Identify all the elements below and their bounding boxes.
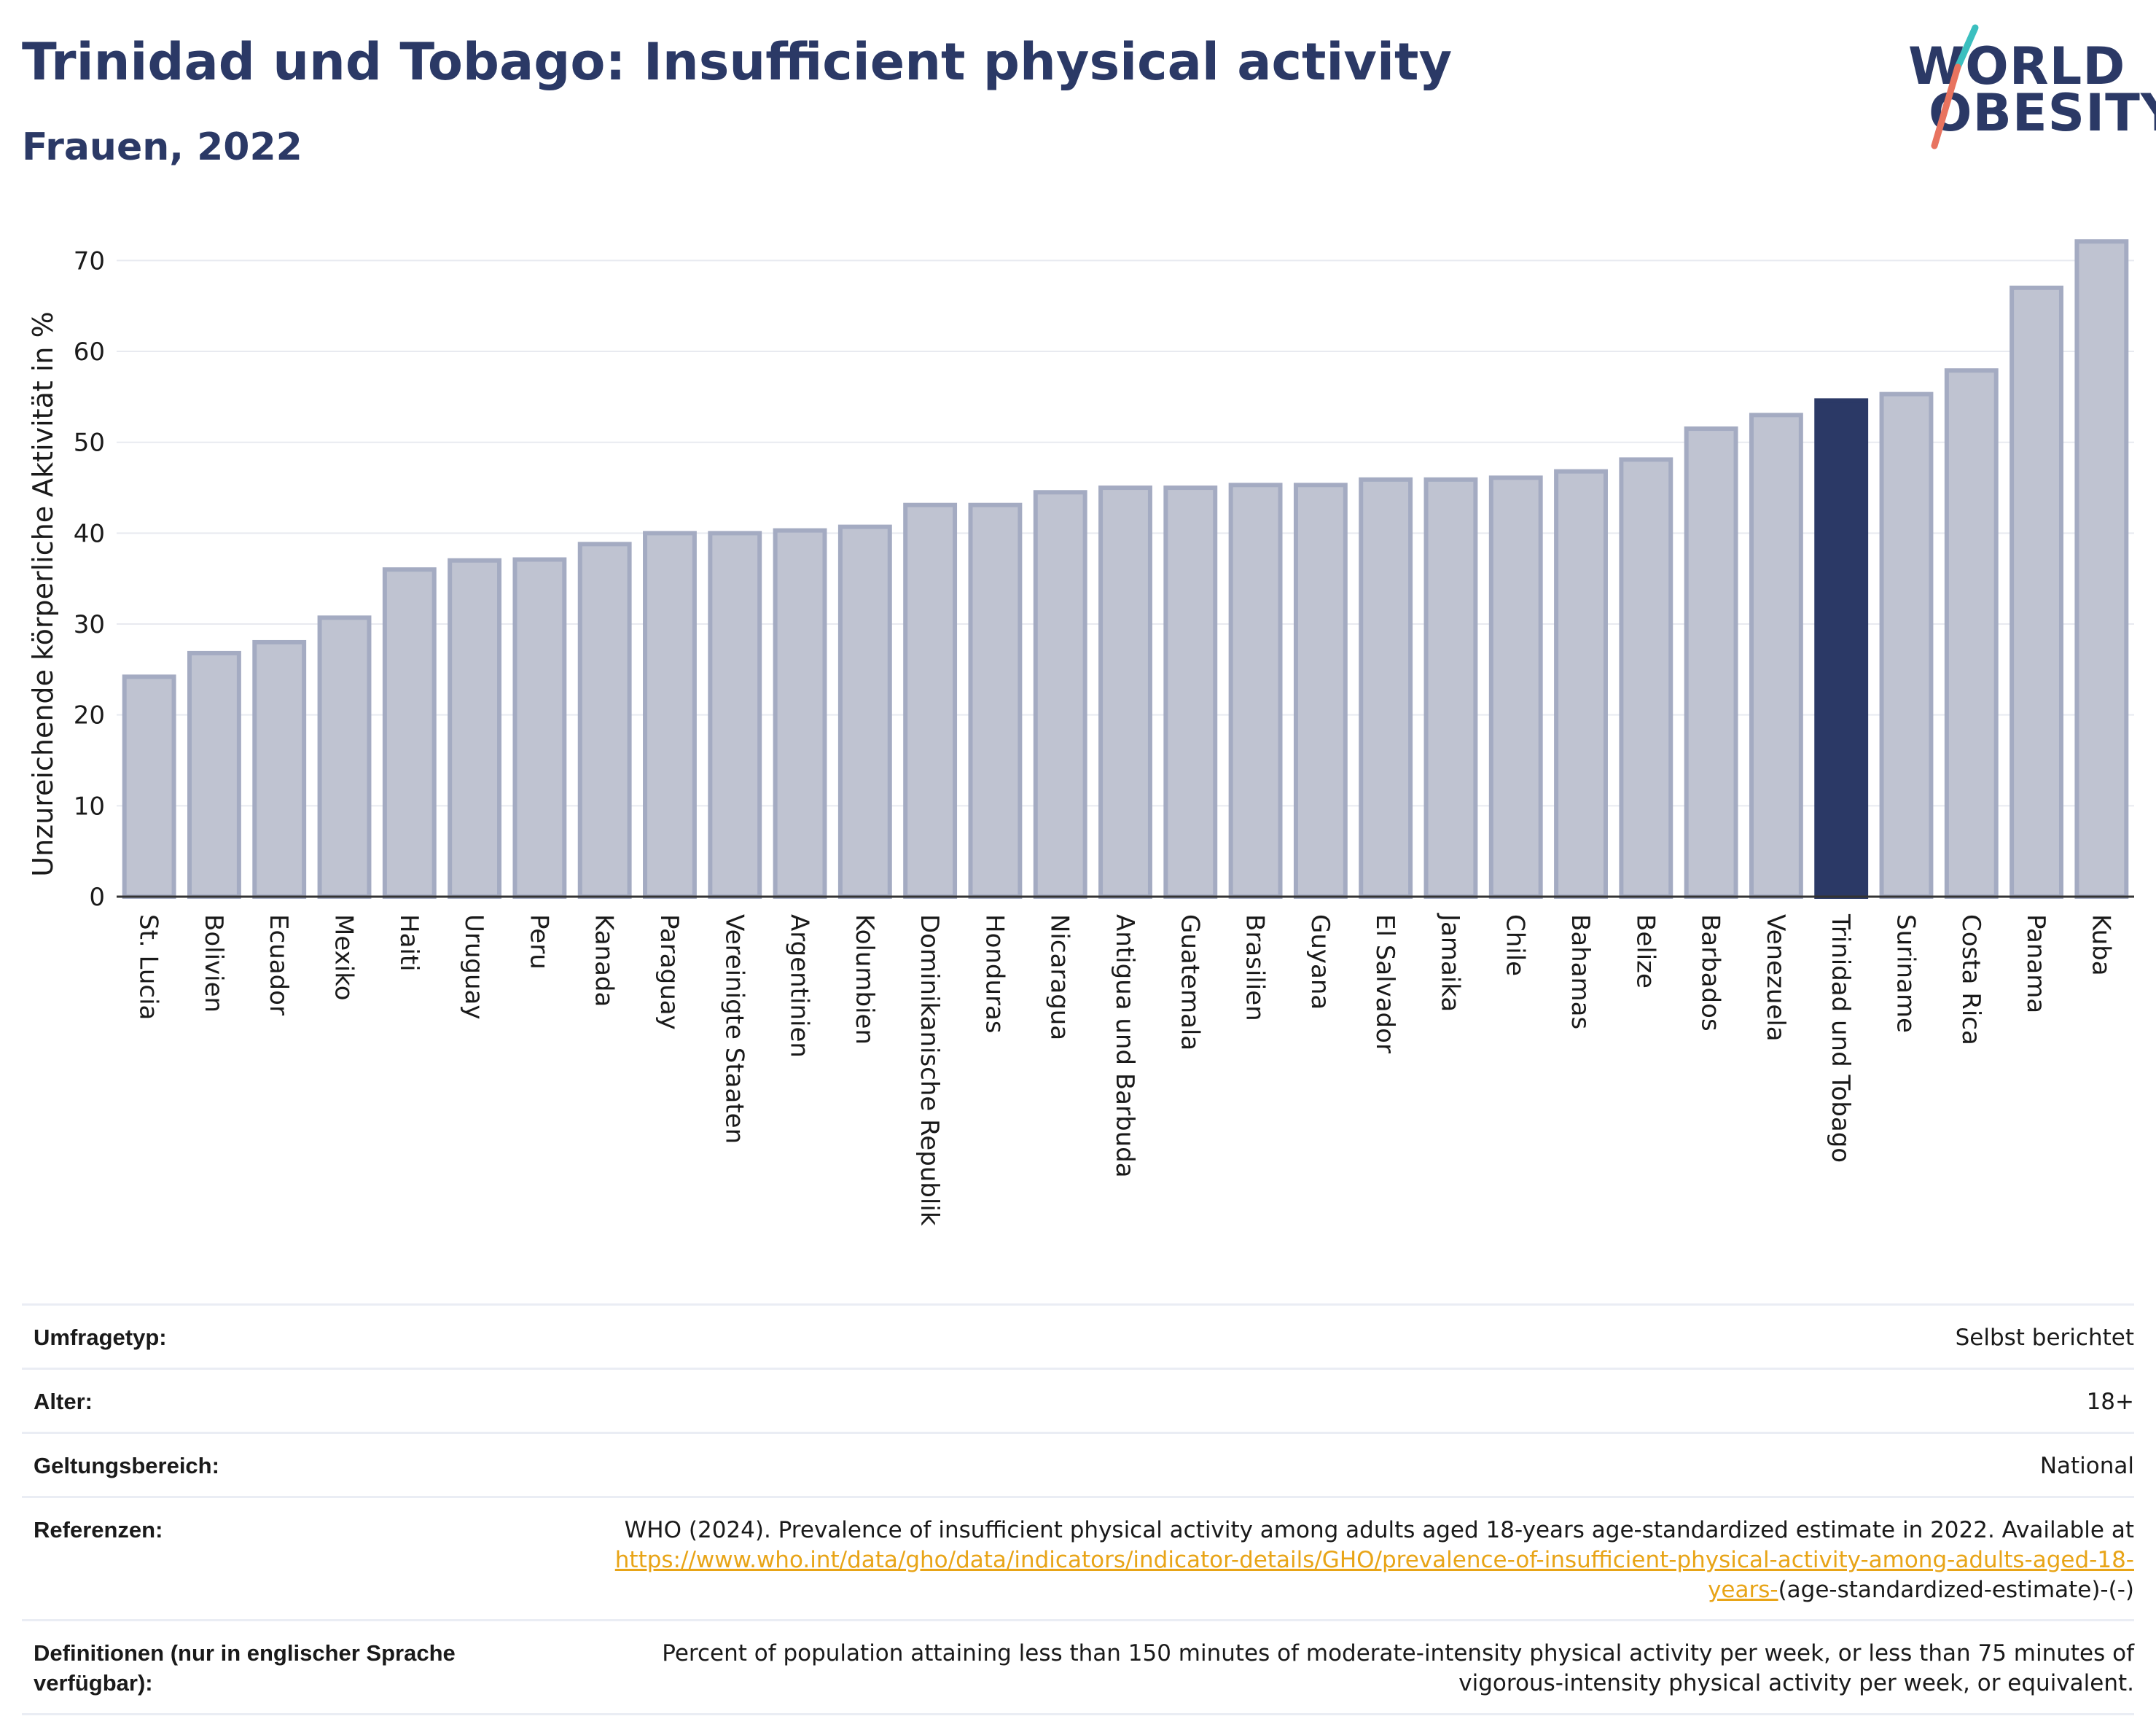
y-tick-label: 60 bbox=[74, 338, 105, 367]
x-tick-label: Barbados bbox=[1696, 914, 1725, 1032]
bar bbox=[837, 524, 892, 899]
y-tick-label: 20 bbox=[74, 701, 105, 730]
logo-text-obesity: OBESITY bbox=[1929, 83, 2156, 143]
bar bbox=[1684, 426, 1738, 900]
x-tick-label: Kolumbien bbox=[850, 914, 879, 1045]
y-tick-label: 70 bbox=[74, 246, 105, 276]
bar bbox=[1488, 475, 1543, 899]
bar bbox=[122, 674, 176, 900]
bar bbox=[2009, 285, 2063, 900]
bar-chart: 0 10 20 30 40 50 60 70 Unzureichende körperliche… bbox=[27, 239, 2134, 1226]
reference-tail: (age-standardized-estimate)-(-) bbox=[1778, 1576, 2134, 1603]
info-value: WHO (2024). Prevalence of insufficient p… bbox=[567, 1516, 2134, 1605]
info-key: Umfragetyp: bbox=[34, 1325, 167, 1350]
y-tick-label: 30 bbox=[74, 610, 105, 639]
x-tick-label: Argentinien bbox=[785, 914, 814, 1058]
info-key: Definitionen (nur in englischer Sprache … bbox=[34, 1640, 456, 1696]
x-tick-label: Dominikanische Republik bbox=[915, 914, 944, 1226]
x-tick-label: El Salvador bbox=[1370, 914, 1399, 1053]
info-value: 18+ bbox=[2086, 1388, 2134, 1415]
bar bbox=[252, 639, 307, 900]
x-tick-label: Costa Rica bbox=[1956, 914, 1985, 1045]
bar bbox=[1359, 477, 1413, 900]
bar bbox=[1944, 368, 1999, 900]
bar bbox=[1814, 398, 1869, 899]
info-key: Alter: bbox=[34, 1388, 93, 1414]
info-value: Percent of population attaining less tha… bbox=[662, 1640, 2134, 1697]
y-tick-label: 40 bbox=[74, 519, 105, 548]
reference-text: WHO (2024). Prevalence of insufficient p… bbox=[624, 1516, 2134, 1543]
info-row-definitions: Definitionen (nur in englischer Sprache … bbox=[22, 1619, 2134, 1716]
y-tick-label: 10 bbox=[74, 792, 105, 821]
x-tick-label: Uruguay bbox=[459, 914, 488, 1020]
bar bbox=[1423, 477, 1478, 900]
x-tick-label: Trinidad und Tobago bbox=[1826, 913, 1855, 1163]
info-row-age: Alter: 18+ bbox=[22, 1367, 2134, 1432]
x-tick-label: Nicaragua bbox=[1045, 914, 1074, 1040]
info-row-survey-type: Umfragetyp: Selbst berichtet bbox=[22, 1303, 2134, 1368]
info-table: Umfragetyp: Selbst berichtet Alter: 18+ … bbox=[22, 1303, 2134, 1716]
x-tick-label: Guatemala bbox=[1175, 914, 1204, 1050]
bar bbox=[903, 502, 958, 899]
bar bbox=[773, 528, 827, 899]
x-tick-label: Honduras bbox=[980, 914, 1009, 1034]
x-tick-label: Mexiko bbox=[329, 914, 359, 1001]
x-tick-label: Bolivien bbox=[199, 914, 228, 1013]
x-tick-label: Haiti bbox=[394, 914, 423, 972]
x-tick-label: Panama bbox=[2021, 914, 2050, 1013]
chart-subtitle: Frauen, 2022 bbox=[22, 125, 302, 169]
info-key: Referenzen: bbox=[34, 1516, 163, 1543]
x-tick-label: Suriname bbox=[1891, 914, 1920, 1033]
chart-title: Trinidad und Tobago: Insufficient physic… bbox=[22, 32, 1453, 92]
info-key: Geltungsbereich: bbox=[34, 1452, 219, 1478]
info-value: Selbst berichtet bbox=[1955, 1325, 2134, 1351]
bar bbox=[1163, 486, 1218, 900]
logo-slash-icon bbox=[1931, 24, 1979, 149]
x-tick-label: Paraguay bbox=[655, 914, 684, 1030]
y-axis-label: Unzureichende körperliche Aktivität in % bbox=[27, 311, 59, 876]
bar bbox=[708, 531, 762, 899]
bar bbox=[1554, 469, 1608, 900]
info-row-references: Referenzen: WHO (2024). Prevalence of in… bbox=[22, 1495, 2134, 1620]
info-row-scope: Geltungsbereich: National bbox=[22, 1431, 2134, 1496]
y-tick-label: 50 bbox=[74, 429, 105, 458]
x-tick-label: Guyana bbox=[1305, 914, 1335, 1010]
bar bbox=[577, 542, 632, 899]
bar bbox=[1879, 391, 1934, 899]
x-tick-label: Brasilien bbox=[1241, 914, 1270, 1021]
x-tick-label: Bahamas bbox=[1566, 914, 1595, 1029]
world-obesity-logo: WORLD OBESITY bbox=[1902, 22, 2156, 153]
bar bbox=[317, 615, 372, 900]
bar bbox=[187, 650, 241, 899]
x-tick-label: Chile bbox=[1501, 914, 1530, 976]
x-tick-label: Jamaika bbox=[1435, 913, 1464, 1012]
x-tick-label: Belize bbox=[1630, 914, 1660, 989]
y-tick-label: 0 bbox=[89, 883, 105, 912]
bar bbox=[512, 557, 567, 900]
x-tick-label: Kanada bbox=[590, 914, 619, 1007]
bar bbox=[2074, 239, 2129, 899]
bar bbox=[448, 558, 502, 900]
bar bbox=[968, 502, 1023, 899]
x-tick-label: Venezuela bbox=[1761, 914, 1790, 1042]
x-tick-label: Kuba bbox=[2086, 914, 2115, 976]
x-tick-label: Antigua und Barbuda bbox=[1110, 914, 1139, 1178]
bar bbox=[643, 531, 697, 899]
reference-link[interactable]: https://www.who.int/data/gho/data/indica… bbox=[614, 1546, 2134, 1603]
bar bbox=[1293, 483, 1348, 899]
bar bbox=[1228, 483, 1283, 899]
info-value: National bbox=[2039, 1452, 2134, 1479]
bar bbox=[1098, 486, 1152, 900]
bar bbox=[1749, 413, 1803, 899]
bar bbox=[1033, 490, 1087, 899]
x-tick-label: Ecuador bbox=[264, 914, 293, 1015]
x-tick-label: St. Lucia bbox=[134, 914, 163, 1020]
x-tick-label: Peru bbox=[524, 914, 553, 970]
x-tick-label: Vereinigte Staaten bbox=[719, 914, 749, 1144]
bar bbox=[382, 567, 437, 899]
bar bbox=[1619, 457, 1673, 899]
logo-text-world: WORLD bbox=[1908, 36, 2126, 96]
